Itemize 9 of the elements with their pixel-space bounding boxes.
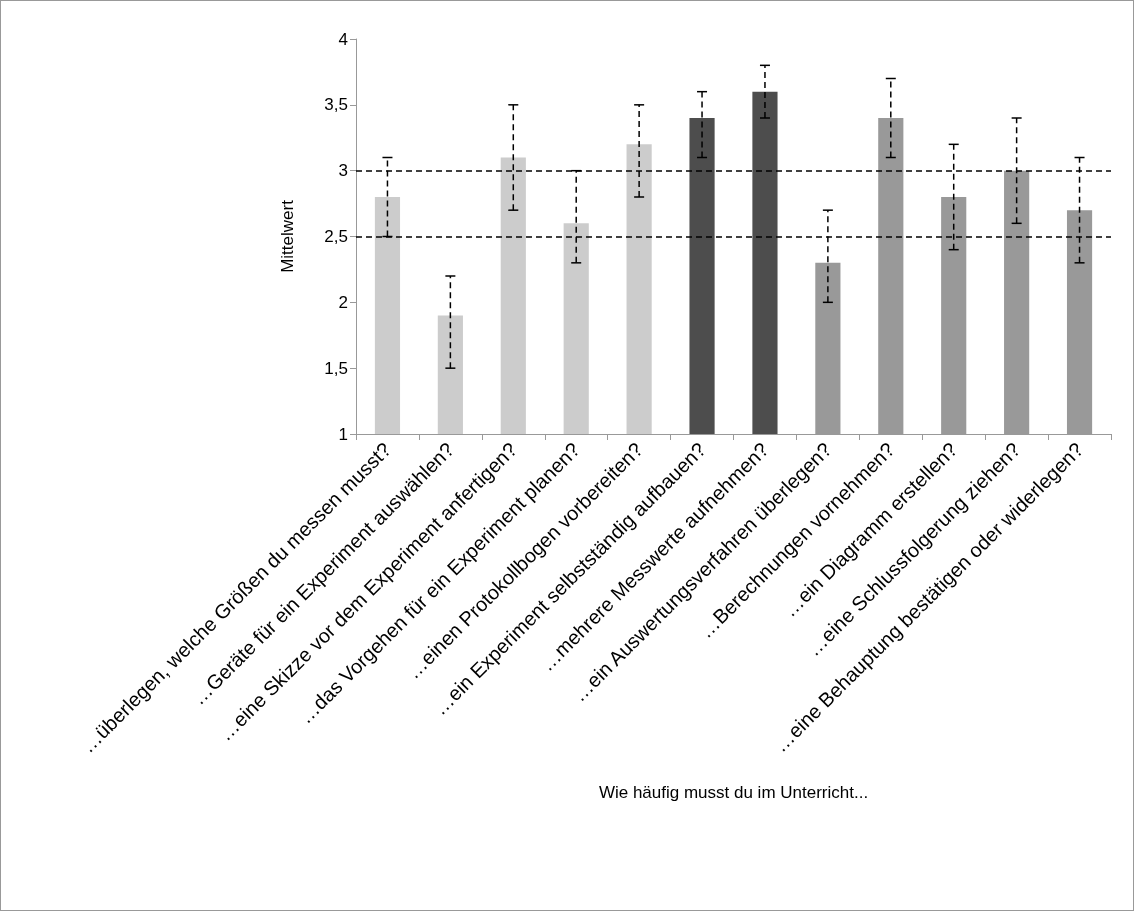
y-tick-label: 3	[338, 161, 348, 181]
y-tick-label: 2	[338, 292, 348, 312]
x-axis-title: Wie häufig musst du im Unterricht...	[598, 783, 869, 802]
y-tick-label: 1,5	[324, 358, 348, 378]
y-tick-label: 1	[338, 424, 348, 444]
y-tick-label: 2,5	[324, 227, 348, 246]
y-tick-label: 4	[338, 29, 348, 49]
y-axis-title: Mittelwert	[278, 199, 297, 273]
y-tick-label: 3,5	[324, 95, 348, 115]
